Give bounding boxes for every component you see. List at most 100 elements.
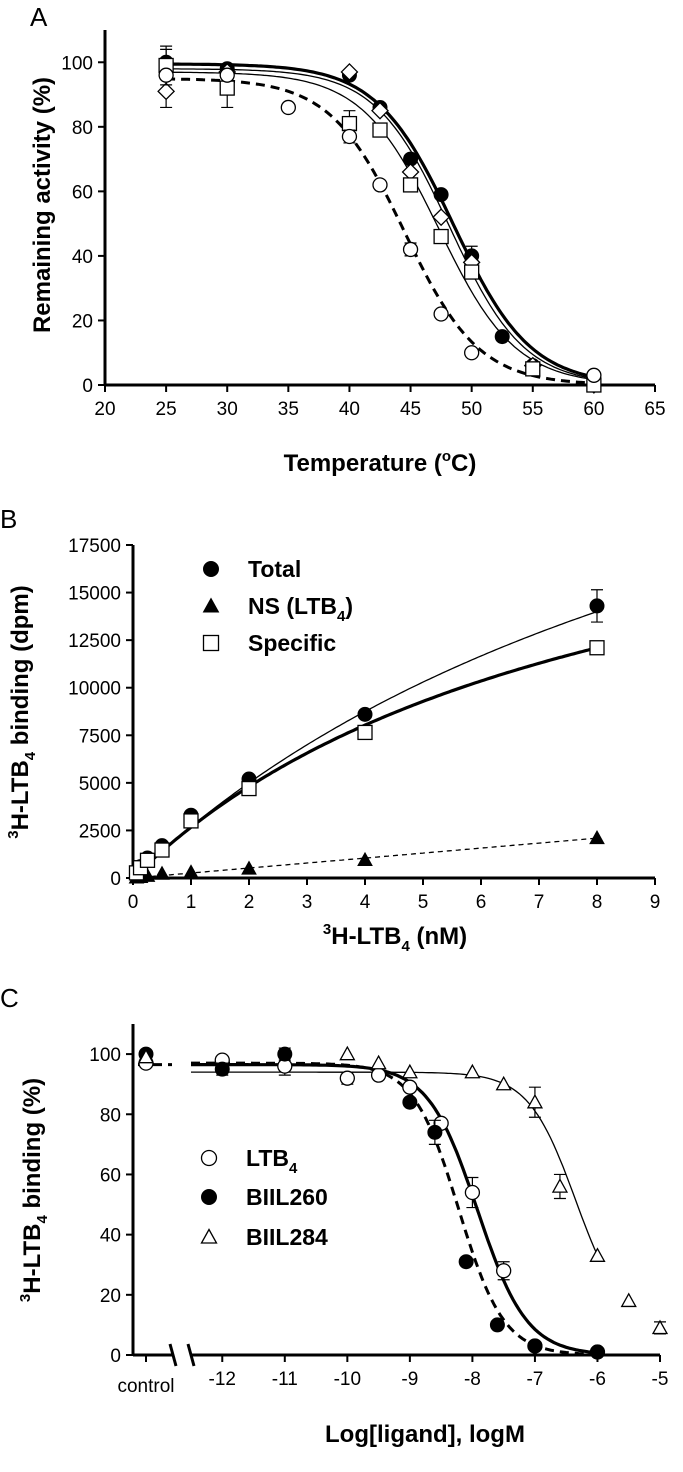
panel-b-x-tick-label: 1 [186,892,197,913]
panel-c-point-open-triangle [370,1054,387,1070]
panel-b-x-tick-label: 4 [360,892,371,913]
panel-a-y-tick-label: 20 [72,311,93,332]
panel-c-legend-marks [200,1149,218,1244]
panel-b-point-filled-triangle [183,864,199,879]
panel-a-x-tick-label: 20 [94,399,115,420]
panel-b-x-tick-label: 2 [244,892,255,913]
panel-c-point-open-triangle [651,1319,669,1335]
panel-c-legend-biil260: BIIL260 [246,1184,328,1210]
panel-b-legend-marks [202,561,220,652]
panel-a-marks [157,45,603,394]
panel-c-x-tick-label: -9 [401,1369,418,1390]
panel-b-y-tick-label: 10000 [68,679,121,700]
panel-b-y-tick-label: 7500 [79,726,121,747]
panel-b-legend-marker [203,561,219,577]
panel-a-point-open-circle [586,367,602,383]
panel-c-point-open-circle [464,1184,481,1201]
panel-c-y-tick-label: 20 [100,1286,121,1307]
panel-c-y-tick-label: 80 [100,1105,121,1126]
panel-a-point-open-circle [219,67,235,83]
panel-b-x-tick-label: 9 [650,892,661,913]
panel-c-x-tick-label: -12 [209,1369,236,1390]
panel-a-point-open-square [525,361,541,377]
panel-c-legend-ltb4: LTB4 [246,1145,298,1177]
panel-a-x-tick-label: 65 [644,399,665,420]
panel-c-y-axis-label: 3H-LTB4 binding (%) [17,1078,51,1302]
panel-b-legend: Total NS (LTB4) Specific [202,556,353,656]
panel-c-legend-marker [200,1149,218,1167]
panel-a-x-tick-label: 50 [461,399,482,420]
panel-c-point-filled-circle [589,1344,605,1360]
panel-b-y-tick-label: 2500 [79,821,121,842]
panel-a-x-axis-label: Temperature (oC) [284,448,477,477]
panel-a-point-open-circle [341,128,358,145]
panel-c-legend-biil284: BIIL284 [246,1224,328,1250]
panel-a-x-tick-label: 45 [400,399,421,420]
panel-c-legend-marker [201,1189,217,1205]
panel-a-y-tick-label: 0 [82,376,93,397]
panel-c: C -12 -11 -10 -9 -8 -7 -6 -5 0 20 40 60 80 100 LTB4 B… [0,983,668,1448]
panel-b-point-filled-triangle [589,830,605,845]
panel-a-point-open-diamond [157,82,176,101]
panel-c-label: C [0,983,19,1013]
panel-a-x-tick-label: 25 [156,399,177,420]
panel-a-point-open-diamond [371,101,389,120]
panel-c-control-point-open-triangle [137,1048,155,1064]
panel-b-y-tick-label: 12500 [68,631,121,652]
panel-a-point-open-square [341,115,358,132]
panel-c-point-open-circle [496,1263,512,1279]
panel-b-point-open-square [139,852,156,868]
panel-c-y-tick-label: 40 [100,1226,121,1247]
panel-b-point-filled-circle [589,598,605,614]
panel-b-x-tick-label: 3 [302,892,313,913]
panel-a-point-open-square [433,228,449,245]
panel-b-marks [128,589,605,884]
panel-a-point-open-square [372,122,388,138]
panel-c-point-filled-circle [489,1317,505,1333]
panel-a-y-tick-label: 60 [72,182,93,203]
panel-c-legend-marker [200,1228,218,1244]
panel-c-y-tick-label: 60 [100,1165,121,1186]
panel-c-curve-2 [191,1061,598,1356]
panel-c-x-tick-label: -11 [272,1369,298,1390]
panel-a-point-open-circle [280,99,296,116]
panel-b-x-tick-label: 8 [592,892,603,913]
panel-b-point-filled-triangle [241,860,257,875]
panel-c-point-open-triangle [401,1063,418,1079]
panel-b-y-tick-label: 0 [110,869,121,890]
panel-c-point-open-triangle [526,1093,544,1109]
panel-b-curve-1 [132,610,598,879]
panel-a-point-open-circle [464,345,480,361]
panel-c-x-tick-label: -8 [464,1369,481,1390]
panel-b-legend-total: Total [248,556,301,582]
panel-c-marks [137,1045,669,1360]
panel-a-point-open-diamond [340,63,359,81]
panel-a-point-open-circle [158,67,174,83]
panel-b-point-open-square [589,640,605,656]
panel-c-point-open-triangle [464,1063,481,1079]
panel-b-curves [131,610,598,880]
panel-c-point-open-triangle [620,1292,637,1308]
panel-a-point-open-square [402,177,419,193]
panel-c-point-open-triangle [551,1178,569,1193]
panel-b-point-filled-circle [357,706,373,722]
panel-a-point-filled-circle [494,329,510,345]
panel-b-y-axis-label: 3H-LTB4 binding (dpm) [5,585,39,839]
panel-a-point-filled-circle [433,187,449,203]
panel-a-y-axis-label: Remaining activity (%) [29,77,56,333]
panel-b-x-tick-label: 5 [418,892,429,913]
panel-a-y-tick-label: 80 [72,118,93,139]
panel-b-legend-marker [202,597,220,613]
panel-c-point-filled-circle [458,1254,474,1270]
panel-a-x-tick-label: 60 [583,399,604,420]
panel-c-point-filled-circle [427,1124,443,1140]
panel-c-point-open-circle [370,1067,387,1083]
panel-b-y-tick-label: 5000 [79,774,121,795]
panel-b-ticks: 0 1 2 3 4 5 6 7 8 9 0 2500 5000 7500 10000 12500 15000 17… [68,536,660,913]
panel-a-x-tick-label: 40 [339,399,360,420]
panel-c-point-open-triangle [339,1045,356,1061]
panel-c-x-tick-label: -5 [652,1369,669,1390]
panel-c-point-open-circle [402,1079,418,1095]
